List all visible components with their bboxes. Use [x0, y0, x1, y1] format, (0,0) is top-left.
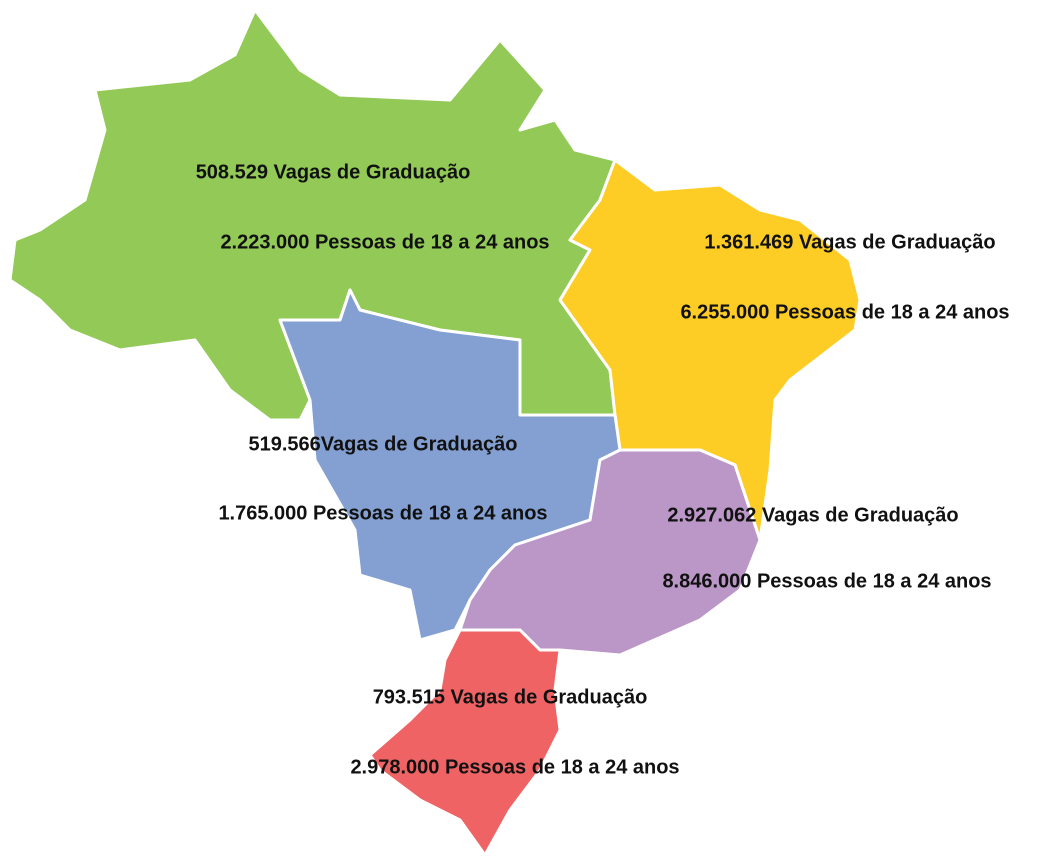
- region-label: 1.361.469 Vagas de Graduação: [704, 231, 995, 253]
- region-south: [368, 628, 562, 857]
- region-label: 8.846.000 Pessoas de 18 a 24 anos: [662, 570, 991, 592]
- region-label: 519.566Vagas de Graduação: [248, 433, 517, 455]
- region-label: 793.515 Vagas de Graduação: [373, 686, 648, 708]
- region-label: 2.978.000 Pessoas de 18 a 24 anos: [350, 756, 679, 778]
- region-label: 2.223.000 Pessoas de 18 a 24 anos: [220, 231, 549, 253]
- region-label: 2.927.062 Vagas de Graduação: [667, 504, 958, 526]
- region-label: 508.529 Vagas de Graduação: [196, 161, 471, 183]
- region-label: 1.765.000 Pessoas de 18 a 24 anos: [218, 502, 547, 524]
- region-label: 6.255.000 Pessoas de 18 a 24 anos: [680, 301, 1009, 323]
